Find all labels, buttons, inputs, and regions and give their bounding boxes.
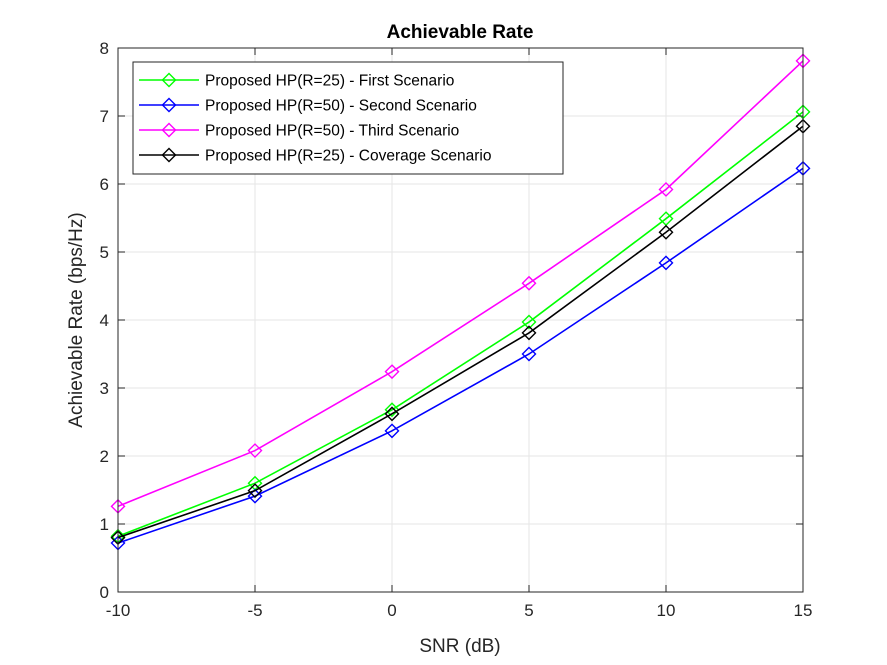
- legend-marker: [161, 147, 177, 163]
- data-point: [384, 402, 400, 418]
- series-line: [117, 167, 804, 544]
- data-point: [521, 325, 537, 341]
- x-tick-label: 5: [524, 601, 533, 620]
- series-line: [117, 60, 804, 508]
- y-axis-title: Achievable Rate (bps/Hz): [66, 212, 87, 427]
- legend-label: Proposed HP(R=25) - First Scenario: [205, 73, 454, 90]
- data-point: [658, 181, 674, 197]
- series-group: [110, 53, 811, 551]
- x-tick-label: -5: [247, 601, 262, 620]
- y-tick-label: 1: [100, 515, 109, 534]
- y-tick-label: 4: [100, 311, 109, 330]
- y-tick-labels: 0 1 2 3 4 5 6 7 8: [100, 39, 109, 602]
- data-point: [384, 406, 400, 422]
- data-point: [247, 483, 263, 499]
- series-line: [117, 111, 804, 537]
- legend-label: Proposed HP(R=25) - Coverage Scenario: [205, 148, 491, 165]
- y-tick-label: 8: [100, 39, 109, 58]
- data-point: [521, 275, 537, 291]
- x-axis-title: SNR (dB): [419, 636, 500, 657]
- x-tick-label: 15: [794, 601, 813, 620]
- x-tick-label: 0: [387, 601, 396, 620]
- y-tick-label: 0: [100, 583, 109, 602]
- series-2: [110, 160, 811, 551]
- legend: Proposed HP(R=25) - First Scenario Propos…: [132, 61, 564, 175]
- y-tick-label: 7: [100, 107, 109, 126]
- axis-ticks: [117, 47, 804, 593]
- series-line: [117, 125, 804, 539]
- legend-item: Proposed HP(R=50) - Third Scenario: [139, 123, 459, 140]
- legend-item: Proposed HP(R=25) - Coverage Scenario: [139, 148, 491, 165]
- y-tick-label: 2: [100, 447, 109, 466]
- legend-marker: [161, 72, 177, 88]
- data-point: [384, 364, 400, 380]
- legend-marker: [161, 97, 177, 113]
- data-point: [521, 314, 537, 330]
- legend-label: Proposed HP(R=50) - Second Scenario: [205, 98, 477, 115]
- data-point: [247, 488, 263, 504]
- y-tick-label: 6: [100, 175, 109, 194]
- legend-item: Proposed HP(R=25) - First Scenario: [139, 73, 454, 90]
- legend-box: [132, 61, 564, 175]
- legend-marker: [161, 122, 177, 138]
- legend-label: Proposed HP(R=50) - Third Scenario: [205, 123, 459, 140]
- data-point: [658, 224, 674, 240]
- x-tick-labels: -10 -5 0 5 10 15: [106, 601, 813, 620]
- data-point: [247, 443, 263, 459]
- legend-item: Proposed HP(R=50) - Second Scenario: [139, 98, 477, 115]
- data-point: [658, 255, 674, 271]
- y-tick-label: 3: [100, 379, 109, 398]
- data-point: [384, 423, 400, 439]
- x-tick-label: -10: [106, 601, 131, 620]
- x-tick-label: 10: [657, 601, 676, 620]
- data-point: [521, 346, 537, 362]
- chart-title: Achievable Rate: [387, 22, 534, 43]
- y-tick-label: 5: [100, 243, 109, 262]
